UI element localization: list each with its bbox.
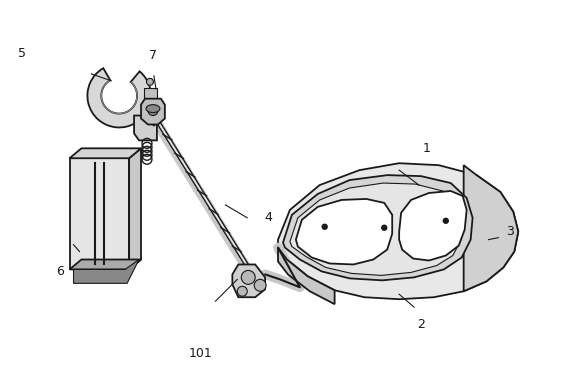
- Text: 4: 4: [264, 211, 272, 224]
- Circle shape: [443, 218, 448, 223]
- Polygon shape: [144, 88, 157, 104]
- Polygon shape: [70, 148, 141, 158]
- Circle shape: [242, 270, 255, 284]
- Circle shape: [146, 106, 154, 113]
- Ellipse shape: [146, 105, 160, 113]
- Polygon shape: [278, 163, 519, 299]
- Polygon shape: [129, 148, 141, 269]
- Circle shape: [254, 279, 266, 291]
- Text: 3: 3: [506, 225, 514, 238]
- Circle shape: [238, 286, 247, 296]
- Text: 5: 5: [18, 46, 26, 59]
- Polygon shape: [74, 260, 139, 283]
- Circle shape: [145, 103, 161, 118]
- Polygon shape: [283, 175, 472, 280]
- Wedge shape: [87, 68, 151, 128]
- Polygon shape: [141, 99, 165, 124]
- Polygon shape: [233, 265, 265, 297]
- Text: 7: 7: [149, 49, 157, 62]
- Circle shape: [382, 225, 387, 230]
- Polygon shape: [399, 191, 467, 260]
- Circle shape: [322, 224, 327, 229]
- Polygon shape: [464, 165, 519, 291]
- Polygon shape: [290, 183, 463, 275]
- Polygon shape: [296, 199, 392, 265]
- Polygon shape: [70, 158, 129, 269]
- Text: 6: 6: [56, 265, 64, 278]
- Text: 1: 1: [423, 142, 431, 155]
- Text: 2: 2: [417, 318, 425, 331]
- Polygon shape: [278, 247, 334, 304]
- Circle shape: [146, 79, 154, 85]
- Polygon shape: [134, 116, 157, 141]
- Text: 101: 101: [189, 347, 212, 360]
- Polygon shape: [70, 260, 141, 269]
- Circle shape: [148, 106, 158, 116]
